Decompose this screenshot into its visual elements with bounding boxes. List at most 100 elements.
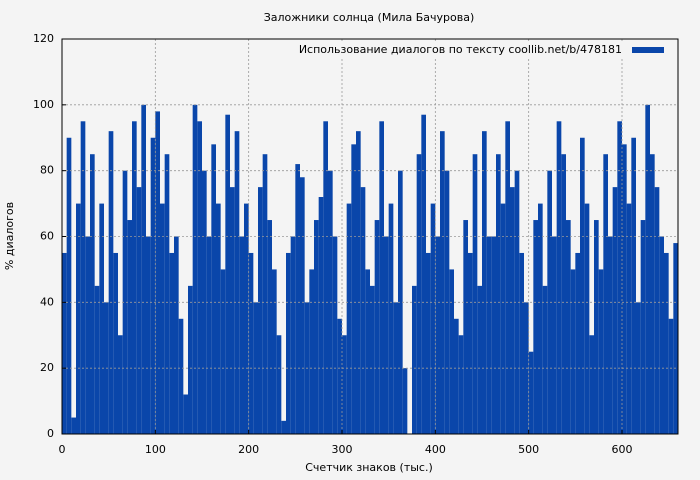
bar (412, 285, 417, 434)
bar (258, 187, 263, 434)
bar (603, 154, 608, 435)
bar (248, 252, 254, 434)
bar (342, 335, 347, 434)
bar (472, 154, 478, 435)
bar (90, 154, 95, 435)
bar (76, 203, 81, 434)
bar (468, 252, 473, 434)
bar (150, 137, 156, 434)
bar (113, 252, 118, 434)
bar (388, 203, 394, 434)
bar (598, 269, 604, 434)
bar (505, 121, 510, 435)
bar (500, 203, 506, 434)
y-tick-label: 40 (40, 295, 54, 308)
bar (122, 170, 128, 434)
bar (454, 318, 459, 434)
y-axis-label: % диалогов (3, 202, 16, 270)
bar (295, 164, 300, 435)
bar (463, 220, 468, 434)
legend-label: Использование диалогов по тексту coollib… (299, 43, 622, 56)
bar (244, 203, 249, 434)
bar (365, 269, 370, 434)
x-tick-label: 600 (612, 443, 633, 456)
bar (402, 368, 408, 434)
bar (66, 137, 72, 434)
bar (108, 131, 114, 434)
bar (141, 104, 146, 434)
y-tick-label: 0 (47, 427, 54, 440)
bar (318, 197, 324, 434)
bar (351, 144, 356, 435)
bar (309, 269, 314, 434)
bar (136, 187, 142, 434)
bar (486, 236, 492, 434)
y-tick-label: 80 (40, 164, 54, 177)
bar (164, 154, 170, 435)
bar (216, 203, 221, 434)
bar (178, 318, 184, 434)
bar (491, 236, 496, 434)
bar (631, 137, 636, 434)
bar (673, 243, 678, 434)
bar (626, 203, 632, 434)
bar (192, 104, 198, 434)
bar (533, 220, 538, 434)
bar (645, 104, 650, 434)
bar (426, 252, 431, 434)
bar (547, 170, 552, 434)
bar (202, 170, 207, 434)
bar (556, 121, 562, 435)
bar (132, 121, 137, 435)
bar (384, 236, 389, 434)
y-tick-label: 120 (33, 32, 54, 45)
legend-background (300, 42, 672, 58)
bar (416, 154, 422, 435)
bar (346, 203, 352, 434)
bar (267, 220, 272, 434)
bar (542, 285, 548, 434)
bar (118, 335, 123, 434)
bar (360, 187, 366, 434)
bar (374, 220, 380, 434)
bar (482, 131, 487, 434)
bar (206, 236, 212, 434)
bar (566, 220, 571, 434)
bar (262, 154, 268, 435)
bar (239, 236, 244, 434)
bar (80, 121, 86, 435)
bar (332, 236, 338, 434)
bar (528, 351, 534, 434)
bar (160, 203, 165, 434)
bar (127, 220, 132, 434)
bar (514, 170, 520, 434)
bar (290, 236, 296, 434)
plot-frame (61, 38, 679, 435)
bar (230, 187, 235, 434)
bar (174, 236, 179, 434)
bar (323, 121, 328, 435)
bar (398, 170, 403, 434)
bar (85, 236, 90, 434)
bar (94, 285, 100, 434)
bar (496, 154, 501, 435)
bar (356, 131, 361, 434)
bar (654, 187, 660, 434)
bar (188, 285, 193, 434)
y-tick-label: 60 (40, 230, 54, 243)
bar (664, 252, 669, 434)
x-tick-label: 100 (145, 443, 166, 456)
x-tick-label: 500 (518, 443, 539, 456)
bar (281, 420, 286, 434)
x-tick-label: 300 (332, 443, 353, 456)
bar (225, 114, 230, 434)
y-tick-label: 20 (40, 361, 54, 374)
bar (668, 318, 674, 434)
bar (552, 236, 557, 434)
bar (155, 111, 160, 435)
bar (584, 203, 590, 434)
bar (62, 252, 67, 434)
bar (197, 121, 202, 435)
